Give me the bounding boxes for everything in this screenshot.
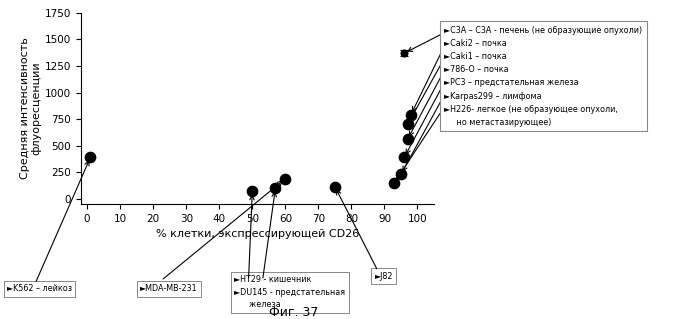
Point [399, 155, 410, 160]
Text: ►С3А – С3А - печень (не образующие опухоли)
►Caki2 – почка
►Caki1 – почка
►786-O: ►С3А – С3А - печень (не образующие опухо… [444, 26, 643, 127]
Y-axis label: Средняя интенсивность
флуоресценции: Средняя интенсивность флуоресценции [20, 38, 41, 179]
Point [85, 155, 96, 160]
Point [402, 137, 413, 142]
Point [395, 172, 407, 177]
Text: ►HT29 - кишечник
►DU145 - предстательная
      железа: ►HT29 - кишечник ►DU145 - предстательная… [234, 275, 346, 309]
Point [402, 122, 413, 127]
Text: ►K562 – лейкоз: ►K562 – лейкоз [7, 285, 72, 293]
Text: Фиг. 37: Фиг. 37 [270, 306, 318, 319]
Point [246, 189, 258, 194]
Point [329, 184, 340, 189]
Point [405, 112, 416, 117]
X-axis label: % клетки, экспрессирующей CD26: % клетки, экспрессирующей CD26 [155, 229, 359, 240]
Point [389, 180, 400, 185]
Point [280, 176, 291, 181]
Text: ►J82: ►J82 [374, 272, 393, 281]
Point [270, 186, 281, 191]
Text: ►MDA-MB-231: ►MDA-MB-231 [140, 285, 197, 293]
